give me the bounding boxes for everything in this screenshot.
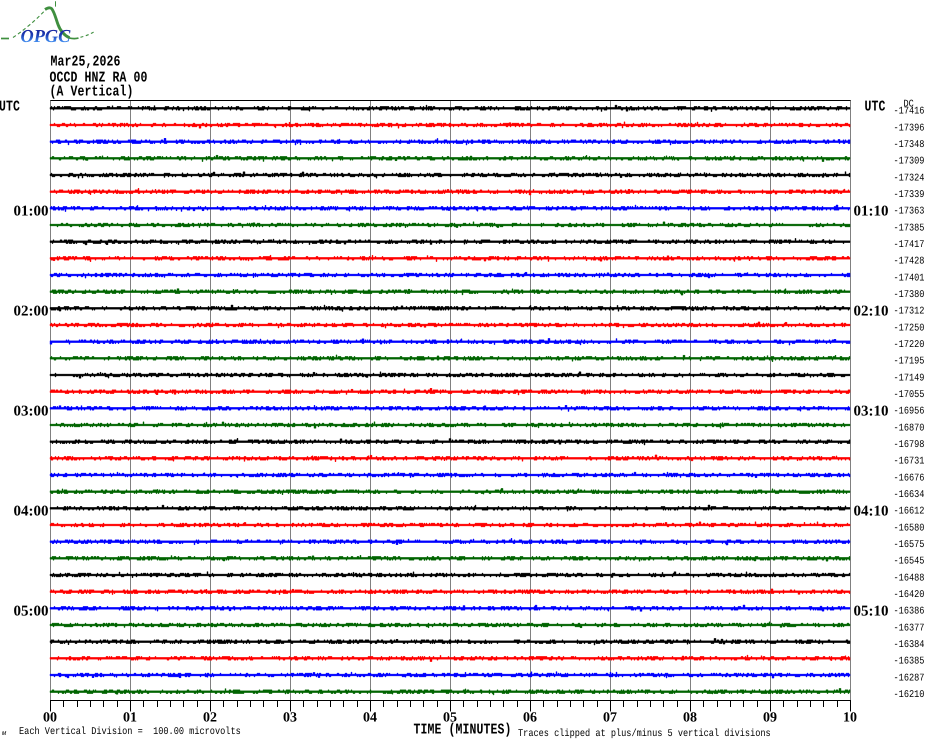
svg-text:Mar25,2026: Mar25,2026 (51, 54, 121, 71)
svg-text:-16798: -16798 (894, 439, 925, 451)
svg-text:05: 05 (443, 711, 457, 726)
svg-text:-17055: -17055 (894, 389, 925, 401)
svg-text:-17324: -17324 (894, 172, 925, 184)
svg-text:-16870: -16870 (894, 422, 925, 434)
svg-text:-17417: -17417 (894, 239, 925, 251)
svg-text:-17312: -17312 (894, 305, 925, 317)
svg-text:-16386: -16386 (894, 605, 925, 617)
svg-text:03: 03 (283, 711, 297, 726)
svg-text:01:00: 01:00 (14, 203, 49, 219)
svg-text:02:00: 02:00 (14, 303, 49, 319)
svg-text:Traces clipped at plus/minus 5: Traces clipped at plus/minus 5 vertical … (518, 728, 771, 740)
svg-text:м: м (1, 730, 7, 738)
svg-text:-16634: -16634 (894, 489, 925, 501)
svg-text:03:10: 03:10 (854, 403, 889, 419)
svg-text:05:10: 05:10 (854, 603, 889, 619)
svg-text:-17401: -17401 (894, 272, 925, 284)
svg-text:-17309: -17309 (894, 155, 925, 167)
svg-text:TIME (MINUTES): TIME (MINUTES) (414, 722, 512, 739)
svg-text:04:10: 04:10 (854, 503, 889, 519)
svg-text:OPGC: OPGC (21, 26, 72, 46)
svg-text:-16385: -16385 (894, 655, 925, 667)
svg-text:02: 02 (203, 711, 217, 726)
svg-text:-17428: -17428 (894, 255, 925, 267)
svg-text:05:00: 05:00 (14, 603, 49, 619)
svg-text:-17250: -17250 (894, 322, 925, 334)
svg-text:01: 01 (123, 711, 137, 726)
svg-text:-17396: -17396 (894, 122, 925, 134)
svg-text:06: 06 (523, 711, 537, 726)
svg-text:-16575: -16575 (894, 539, 925, 551)
svg-text:02:10: 02:10 (854, 303, 889, 319)
svg-text:-17380: -17380 (894, 289, 925, 301)
svg-text:-17348: -17348 (894, 139, 925, 151)
svg-text:-17149: -17149 (894, 372, 925, 384)
svg-text:-16676: -16676 (894, 472, 925, 484)
svg-text:UTC: UTC (865, 99, 886, 116)
svg-text:-16420: -16420 (894, 589, 925, 601)
svg-text:Each Vertical Division = 100.: Each Vertical Division = 100.00 microvol… (19, 726, 241, 738)
svg-text:-17220: -17220 (894, 339, 925, 351)
svg-text:01:10: 01:10 (854, 203, 889, 219)
svg-text:UTC: UTC (0, 99, 20, 116)
svg-text:03:00: 03:00 (14, 403, 49, 419)
svg-text:-16545: -16545 (894, 555, 925, 567)
svg-text:-16956: -16956 (894, 405, 925, 417)
svg-text:(A Vertical): (A Vertical) (50, 84, 134, 101)
svg-text:04: 04 (363, 711, 377, 726)
svg-text:-17339: -17339 (894, 189, 925, 201)
svg-text:04:00: 04:00 (14, 503, 49, 519)
svg-text:09: 09 (763, 711, 777, 726)
svg-text:-16731: -16731 (894, 455, 925, 467)
svg-text:-16384: -16384 (894, 639, 925, 651)
svg-text:DC: DC (904, 98, 914, 110)
svg-text:-16580: -16580 (894, 522, 925, 534)
svg-text:-16488: -16488 (894, 572, 925, 584)
svg-text:00: 00 (43, 711, 57, 726)
svg-text:-16612: -16612 (894, 505, 925, 517)
svg-text:07: 07 (603, 711, 617, 726)
svg-text:10: 10 (843, 711, 857, 726)
svg-text:-17363: -17363 (894, 205, 925, 217)
svg-text:08: 08 (683, 711, 697, 726)
svg-text:-16210: -16210 (894, 689, 925, 701)
svg-text:-17195: -17195 (894, 355, 925, 367)
svg-text:-17416: -17416 (894, 105, 925, 117)
svg-text:-16377: -16377 (894, 622, 925, 634)
svg-text:-16287: -16287 (894, 672, 925, 684)
svg-text:-17385: -17385 (894, 222, 925, 234)
svg-text:OCCD HNZ RA 00: OCCD HNZ RA 00 (50, 70, 148, 87)
